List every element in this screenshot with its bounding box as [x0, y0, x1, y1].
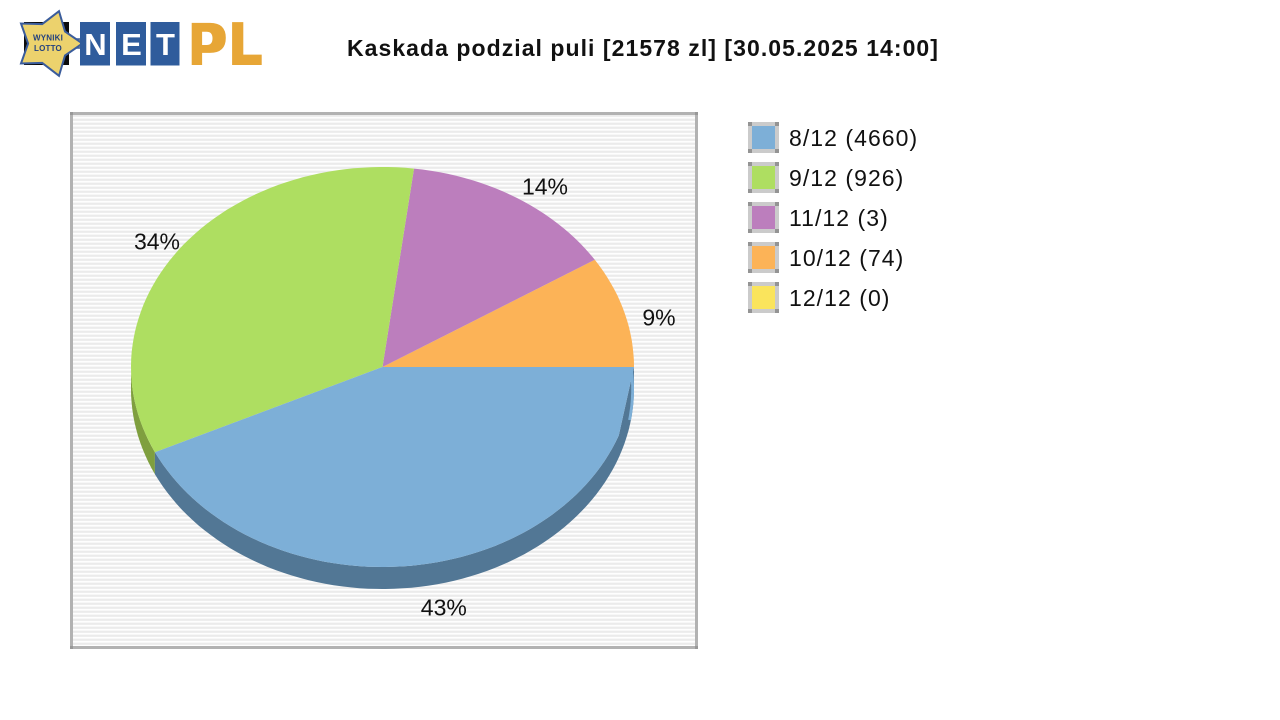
svg-text:E: E: [121, 27, 142, 62]
svg-text:LOTTO: LOTTO: [34, 44, 62, 53]
svg-text:T: T: [156, 27, 175, 62]
svg-text:WYNIKI: WYNIKI: [33, 34, 63, 43]
svg-text:N: N: [84, 27, 106, 62]
